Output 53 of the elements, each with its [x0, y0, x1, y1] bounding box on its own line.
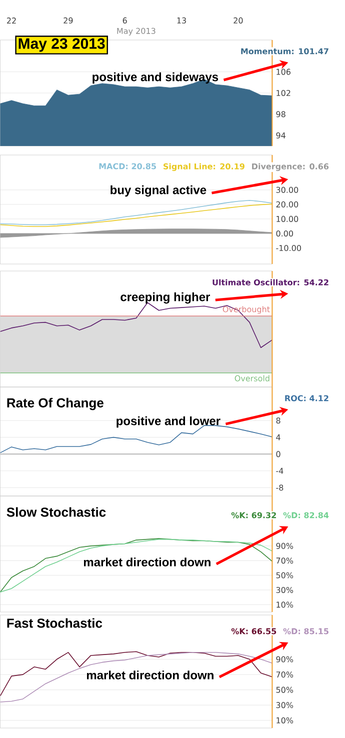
text: Rate Of Change [7, 398, 104, 410]
annotation: positive and lower [116, 416, 220, 428]
annotation: MACD: 20.85 [99, 163, 156, 170]
chart-title: May 23 2013 [18, 38, 105, 52]
line-series [0, 204, 272, 227]
y-tick-label: 98 [276, 111, 286, 118]
y-tick-label: 30% [276, 702, 293, 708]
y-tick-label: 0 [276, 451, 280, 458]
y-tick-label: 30.00 [276, 186, 298, 193]
y-tick-label: 8 [276, 418, 280, 424]
text: %D: 85.15 [283, 628, 328, 634]
y-tick-label: 90% [276, 656, 293, 662]
annotation: creeping higher [120, 292, 210, 304]
annotation: Momentum: 101.47 [241, 48, 328, 54]
y-tick-label: 70% [276, 558, 293, 564]
annotation: %K: 69.32 [231, 512, 276, 518]
y-tick-label: 0.00 [276, 230, 293, 237]
annotation: Signal Line: 20.19 [163, 163, 244, 172]
x-tick-label: 22 [6, 18, 16, 24]
y-tick-label: -8 [276, 484, 284, 491]
ref-line-label: Oversold [234, 375, 270, 382]
y-tick-label: 106 [276, 68, 290, 75]
annotation: buy signal active [110, 185, 206, 197]
y-tick-label: 94 [276, 132, 286, 138]
x-tick-label: 13 [177, 17, 186, 24]
y-tick-label: 30% [276, 586, 293, 593]
text: Slow Stochastic [6, 507, 106, 517]
y-tick-label: 20.00 [276, 201, 298, 208]
x-tick-label: 6 [122, 17, 127, 24]
annotation: market direction down [84, 558, 210, 566]
text: %D: 82.84 [283, 512, 329, 518]
y-tick-label: 4 [276, 434, 280, 440]
text: ROC: 4.12 [285, 395, 328, 402]
x-tick-label: 29 [64, 17, 73, 24]
y-tick-label: -4 [276, 468, 284, 474]
y-tick-label: -10.00 [276, 244, 301, 252]
y-tick-label: 50% [276, 572, 293, 578]
annotation: positive and sideways [92, 72, 218, 84]
y-tick-label: 102 [276, 90, 290, 96]
annotation: market direction down [86, 670, 214, 680]
y-tick-label: 10% [276, 717, 293, 724]
annotation: Divergence: 0.66 [252, 163, 328, 172]
annotation: %K: 66.55 [231, 628, 276, 634]
x-tick-label: 20 [234, 17, 243, 24]
line-series [0, 200, 272, 226]
y-tick-label: 10% [276, 602, 293, 608]
y-tick-label: 90% [276, 542, 293, 549]
y-tick-label: 10.00 [276, 216, 298, 222]
y-tick-label: 50% [276, 686, 293, 693]
y-tick-label: 70% [276, 672, 293, 678]
chart-title: Fast Stochastic [7, 618, 102, 628]
x-axis-title: May 2013 [117, 28, 156, 36]
text: Ultimate Oscillator: 54.22 [212, 279, 328, 286]
